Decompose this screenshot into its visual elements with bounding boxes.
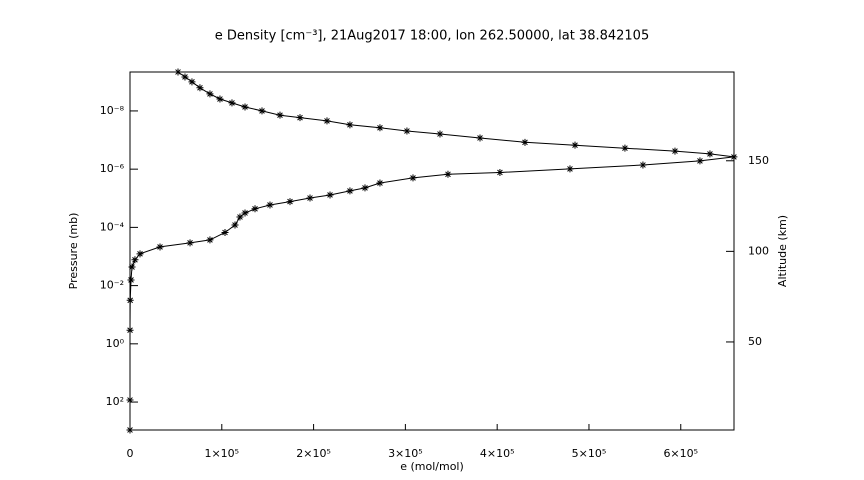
asterisk-marker (251, 205, 259, 213)
asterisk-marker (241, 103, 249, 111)
chart-title: e Density [cm⁻³], 21Aug2017 18:00, lon 2… (215, 29, 649, 44)
y-tick-label: 10² (106, 395, 124, 408)
asterisk-marker (136, 250, 144, 258)
y-tick-label: 10⁻⁸ (100, 104, 125, 117)
y2-tick-label: 100 (748, 244, 769, 257)
asterisk-marker (730, 153, 738, 161)
asterisk-marker (409, 174, 417, 182)
asterisk-marker (206, 236, 214, 244)
asterisk-marker (128, 263, 136, 271)
x-tick-label: 1×10⁵ (204, 447, 239, 460)
asterisk-marker (126, 396, 134, 404)
y2-tick-label: 150 (748, 154, 769, 167)
asterisk-marker (206, 90, 214, 98)
asterisk-marker (476, 134, 484, 142)
asterisk-marker (186, 239, 194, 247)
asterisk-marker (286, 198, 294, 206)
asterisk-marker (258, 107, 266, 115)
x-tick-label: 2×10⁵ (296, 447, 331, 460)
y-tick-label: 10⁻⁶ (100, 162, 125, 175)
asterisk-marker (323, 117, 331, 125)
x-tick-label: 0 (127, 447, 134, 460)
y-tick-label: 10⁻⁴ (100, 220, 125, 233)
x-tick-label: 5×10⁵ (572, 447, 607, 460)
asterisk-marker (326, 191, 334, 199)
asterisk-marker (126, 296, 134, 304)
x-tick-label: 3×10⁵ (388, 447, 423, 460)
asterisk-marker (376, 124, 384, 132)
asterisk-marker (571, 141, 579, 149)
profile-line (129, 71, 734, 430)
asterisk-marker (361, 184, 369, 192)
plot-frame (129, 71, 735, 431)
asterisk-marker (221, 229, 229, 237)
asterisk-marker (671, 147, 679, 155)
x-axis-label: e (mol/mol) (400, 460, 464, 473)
y-tick-label: 10⁻² (100, 279, 124, 292)
asterisk-marker (639, 161, 647, 169)
asterisk-marker (306, 194, 314, 202)
y2-tick-label: 50 (748, 335, 762, 348)
asterisk-marker (174, 68, 182, 76)
asterisk-marker (566, 165, 574, 173)
asterisk-marker (196, 84, 204, 92)
asterisk-marker (706, 150, 714, 158)
y-tick-label: 10⁰ (106, 337, 125, 350)
asterisk-marker (296, 114, 304, 122)
asterisk-marker (346, 187, 354, 195)
asterisk-marker (181, 73, 189, 81)
asterisk-marker (621, 144, 629, 152)
asterisk-marker (236, 213, 244, 221)
asterisk-marker (696, 157, 704, 165)
asterisk-marker (436, 130, 444, 138)
y-axis-label: Pressure (mb) (67, 213, 80, 290)
asterisk-marker (231, 221, 239, 229)
asterisk-marker (126, 326, 134, 334)
asterisk-marker (188, 78, 196, 86)
asterisk-marker (127, 276, 135, 284)
y2-axis-label: Altitude (km) (776, 215, 789, 287)
asterisk-marker (131, 256, 139, 264)
asterisk-marker (126, 426, 134, 434)
asterisk-marker (376, 179, 384, 187)
asterisk-marker (521, 138, 529, 146)
asterisk-marker (403, 127, 411, 135)
asterisk-marker (156, 243, 164, 251)
asterisk-marker (346, 121, 354, 129)
asterisk-marker (216, 95, 224, 103)
asterisk-marker (266, 201, 274, 209)
asterisk-marker (228, 99, 236, 107)
asterisk-marker (241, 209, 249, 217)
x-tick-label: 4×10⁵ (480, 447, 515, 460)
asterisk-marker (496, 168, 504, 176)
x-tick-label: 6×10⁵ (663, 447, 698, 460)
asterisk-marker (444, 170, 452, 178)
asterisk-marker (276, 111, 284, 119)
